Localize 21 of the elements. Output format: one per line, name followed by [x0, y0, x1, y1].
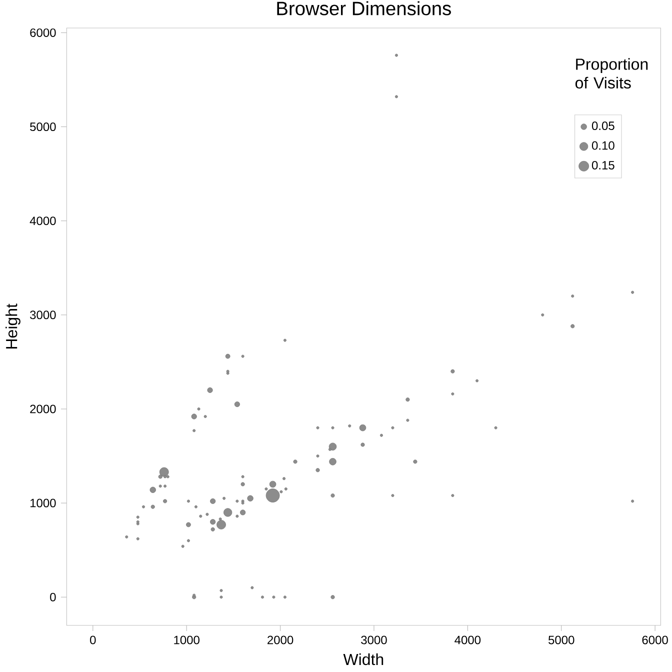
x-tick-label: 0	[90, 636, 96, 644]
x-axis-title: Width	[343, 653, 384, 666]
y-axis-title: Height	[6, 304, 20, 348]
x-tick-label: 1000	[174, 636, 200, 644]
x-tick-label: 3000	[361, 636, 387, 644]
y-tick-label: 3000	[30, 310, 56, 320]
y-tick-label: 6000	[30, 28, 56, 37]
x-tick-label: 2000	[268, 636, 294, 644]
y-tick-label: 0	[50, 592, 56, 602]
chart-title: Browser Dimensions	[277, 1, 451, 16]
legend-label: 0.10	[592, 141, 614, 150]
y-tick-label: 5000	[30, 122, 56, 132]
y-tick-label: 2000	[30, 404, 56, 414]
y-tick-label: 1000	[30, 498, 56, 508]
legend-title: Proportion of Visits	[575, 58, 648, 89]
x-tick-label: 5000	[548, 636, 574, 644]
x-tick-label: 6000	[642, 636, 668, 644]
x-tick-label: 4000	[454, 636, 481, 644]
y-tick-label: 4000	[30, 216, 56, 226]
legend-label: 0.15	[592, 160, 614, 170]
legend-label: 0.05	[592, 122, 614, 130]
